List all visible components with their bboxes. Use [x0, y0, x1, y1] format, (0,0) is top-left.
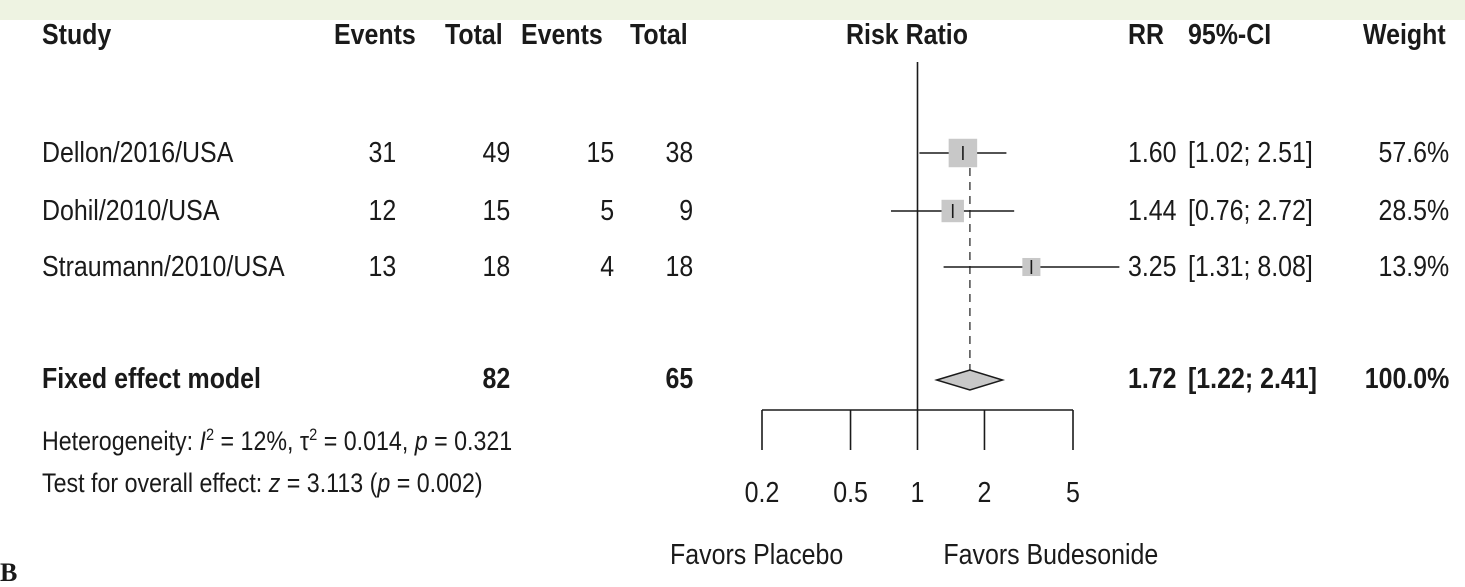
- favors-placebo-label: Favors Placebo: [670, 539, 844, 571]
- study-name: Straumann/2010/USA: [42, 251, 285, 283]
- events-placebo: 5: [600, 195, 614, 227]
- header-ci: 95%-CI: [1188, 19, 1272, 51]
- study-name: Dellon/2016/USA: [42, 137, 234, 169]
- x-tick-label: 0.5: [833, 476, 868, 508]
- header-events-budesonide: Events: [334, 19, 416, 51]
- header-total-budesonide: Total: [445, 19, 503, 51]
- total-budesonide: 18: [482, 251, 510, 283]
- x-tick-label: 5: [1066, 476, 1080, 508]
- rr-value: 1.44: [1128, 195, 1177, 227]
- header-events-placebo: Events: [521, 19, 603, 51]
- overall-effect-text: Test for overall effect: z = 3.113 (p = …: [42, 468, 483, 498]
- panel-label: B: [0, 558, 18, 587]
- pooled-rr: 1.72: [1128, 363, 1177, 395]
- total-placebo: 18: [665, 251, 693, 283]
- weight-value: 13.9%: [1378, 251, 1449, 283]
- x-tick-label: 2: [978, 476, 992, 508]
- total-placebo: 38: [665, 137, 693, 169]
- pooled-weight: 100.0%: [1364, 363, 1449, 395]
- top-strip: [0, 0, 1465, 20]
- events-placebo: 15: [586, 137, 614, 169]
- events-placebo: 4: [600, 251, 614, 283]
- header-weight: Weight: [1363, 19, 1446, 51]
- events-budesonide: 12: [368, 195, 396, 227]
- total-budesonide: 49: [482, 137, 510, 169]
- pooled-label: Fixed effect model: [42, 363, 261, 395]
- x-tick-label: 0.2: [745, 476, 780, 508]
- header-total-placebo: Total: [630, 19, 688, 51]
- pooled-total-budesonide: 82: [482, 363, 510, 395]
- events-budesonide: 31: [368, 137, 396, 169]
- x-tick-label: 1: [911, 476, 925, 508]
- rr-value: 3.25: [1128, 251, 1177, 283]
- pooled-ci: [1.22; 2.41]: [1188, 363, 1317, 395]
- events-budesonide: 13: [368, 251, 396, 283]
- pooled-diamond: [934, 369, 1006, 391]
- study-name: Dohil/2010/USA: [42, 195, 220, 227]
- ci-value: [1.31; 8.08]: [1188, 251, 1313, 283]
- header-risk-ratio: Risk Ratio: [846, 19, 968, 51]
- total-placebo: 9: [679, 195, 693, 227]
- rr-value: 1.60: [1128, 137, 1177, 169]
- header-rr: RR: [1128, 19, 1165, 51]
- ci-value: [0.76; 2.72]: [1188, 195, 1313, 227]
- header-study: Study: [42, 19, 112, 51]
- weight-value: 28.5%: [1378, 195, 1449, 227]
- ci-value: [1.02; 2.51]: [1188, 137, 1313, 169]
- heterogeneity-text: Heterogeneity: I2 = 12%, τ2 = 0.014, p =…: [42, 425, 513, 456]
- weight-value: 57.6%: [1378, 137, 1449, 169]
- favors-budesonide-label: Favors Budesonide: [943, 539, 1159, 571]
- pooled-total-placebo: 65: [665, 363, 693, 395]
- total-budesonide: 15: [482, 195, 510, 227]
